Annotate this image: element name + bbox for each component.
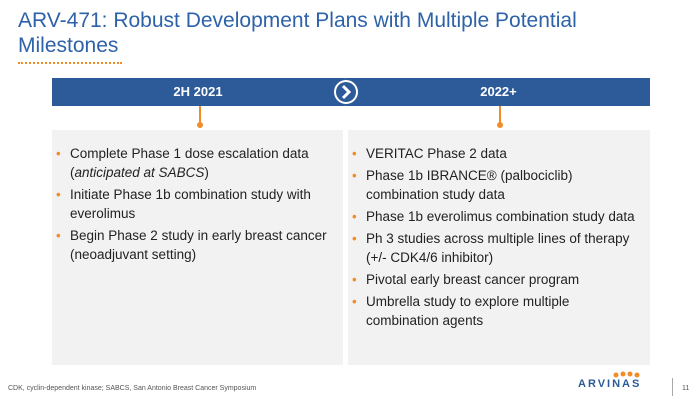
bullet-item: Ph 3 studies across multiple lines of th…: [348, 229, 642, 267]
bullet-item: Complete Phase 1 dose escalation data (a…: [52, 144, 335, 182]
bullet-item: Phase 1b everolimus combination study da…: [348, 207, 642, 226]
connector-dot: [197, 122, 203, 128]
bullet-list: VERITAC Phase 2 data Phase 1b IBRANCE® (p…: [348, 130, 650, 330]
text: Complete Phase 1 dose escalation data (: [70, 146, 309, 180]
connector: [199, 106, 201, 126]
connector-dot: [497, 122, 503, 128]
footnote: CDK, cyclin-dependent kinase; SABCS, San…: [8, 385, 257, 392]
connector: [499, 106, 501, 126]
bullet-item: Phase 1b IBRANCE® (palbociclib) combinat…: [348, 166, 642, 204]
bullet-item: Begin Phase 2 study in early breast canc…: [52, 226, 335, 264]
bullet-item: Pivotal early breast cancer program: [348, 270, 642, 289]
logo-dots: [613, 371, 640, 378]
page-number: 11: [682, 385, 690, 392]
divider: [672, 378, 673, 396]
bullet-list: Complete Phase 1 dose escalation data (a…: [52, 130, 343, 264]
panel: Complete Phase 1 dose escalation data (a…: [52, 130, 343, 365]
text: ): [204, 165, 209, 180]
logo: ARVINAS: [578, 378, 642, 390]
chevron-icon: [332, 78, 360, 106]
slide-title: ARV-471: Robust Development Plans with M…: [18, 9, 577, 57]
bullet-item: VERITAC Phase 2 data: [348, 144, 642, 163]
title-underline: [18, 62, 122, 64]
text: anticipated at SABCS: [74, 165, 205, 180]
bullet-item: Umbrella study to explore multiple combi…: [348, 292, 642, 330]
bullet-item: Initiate Phase 1b combination study with…: [52, 185, 335, 223]
period-heading: 2022+: [480, 84, 517, 99]
panel: VERITAC Phase 2 data Phase 1b IBRANCE® (p…: [348, 130, 650, 365]
period-heading: 2H 2021: [173, 84, 223, 99]
